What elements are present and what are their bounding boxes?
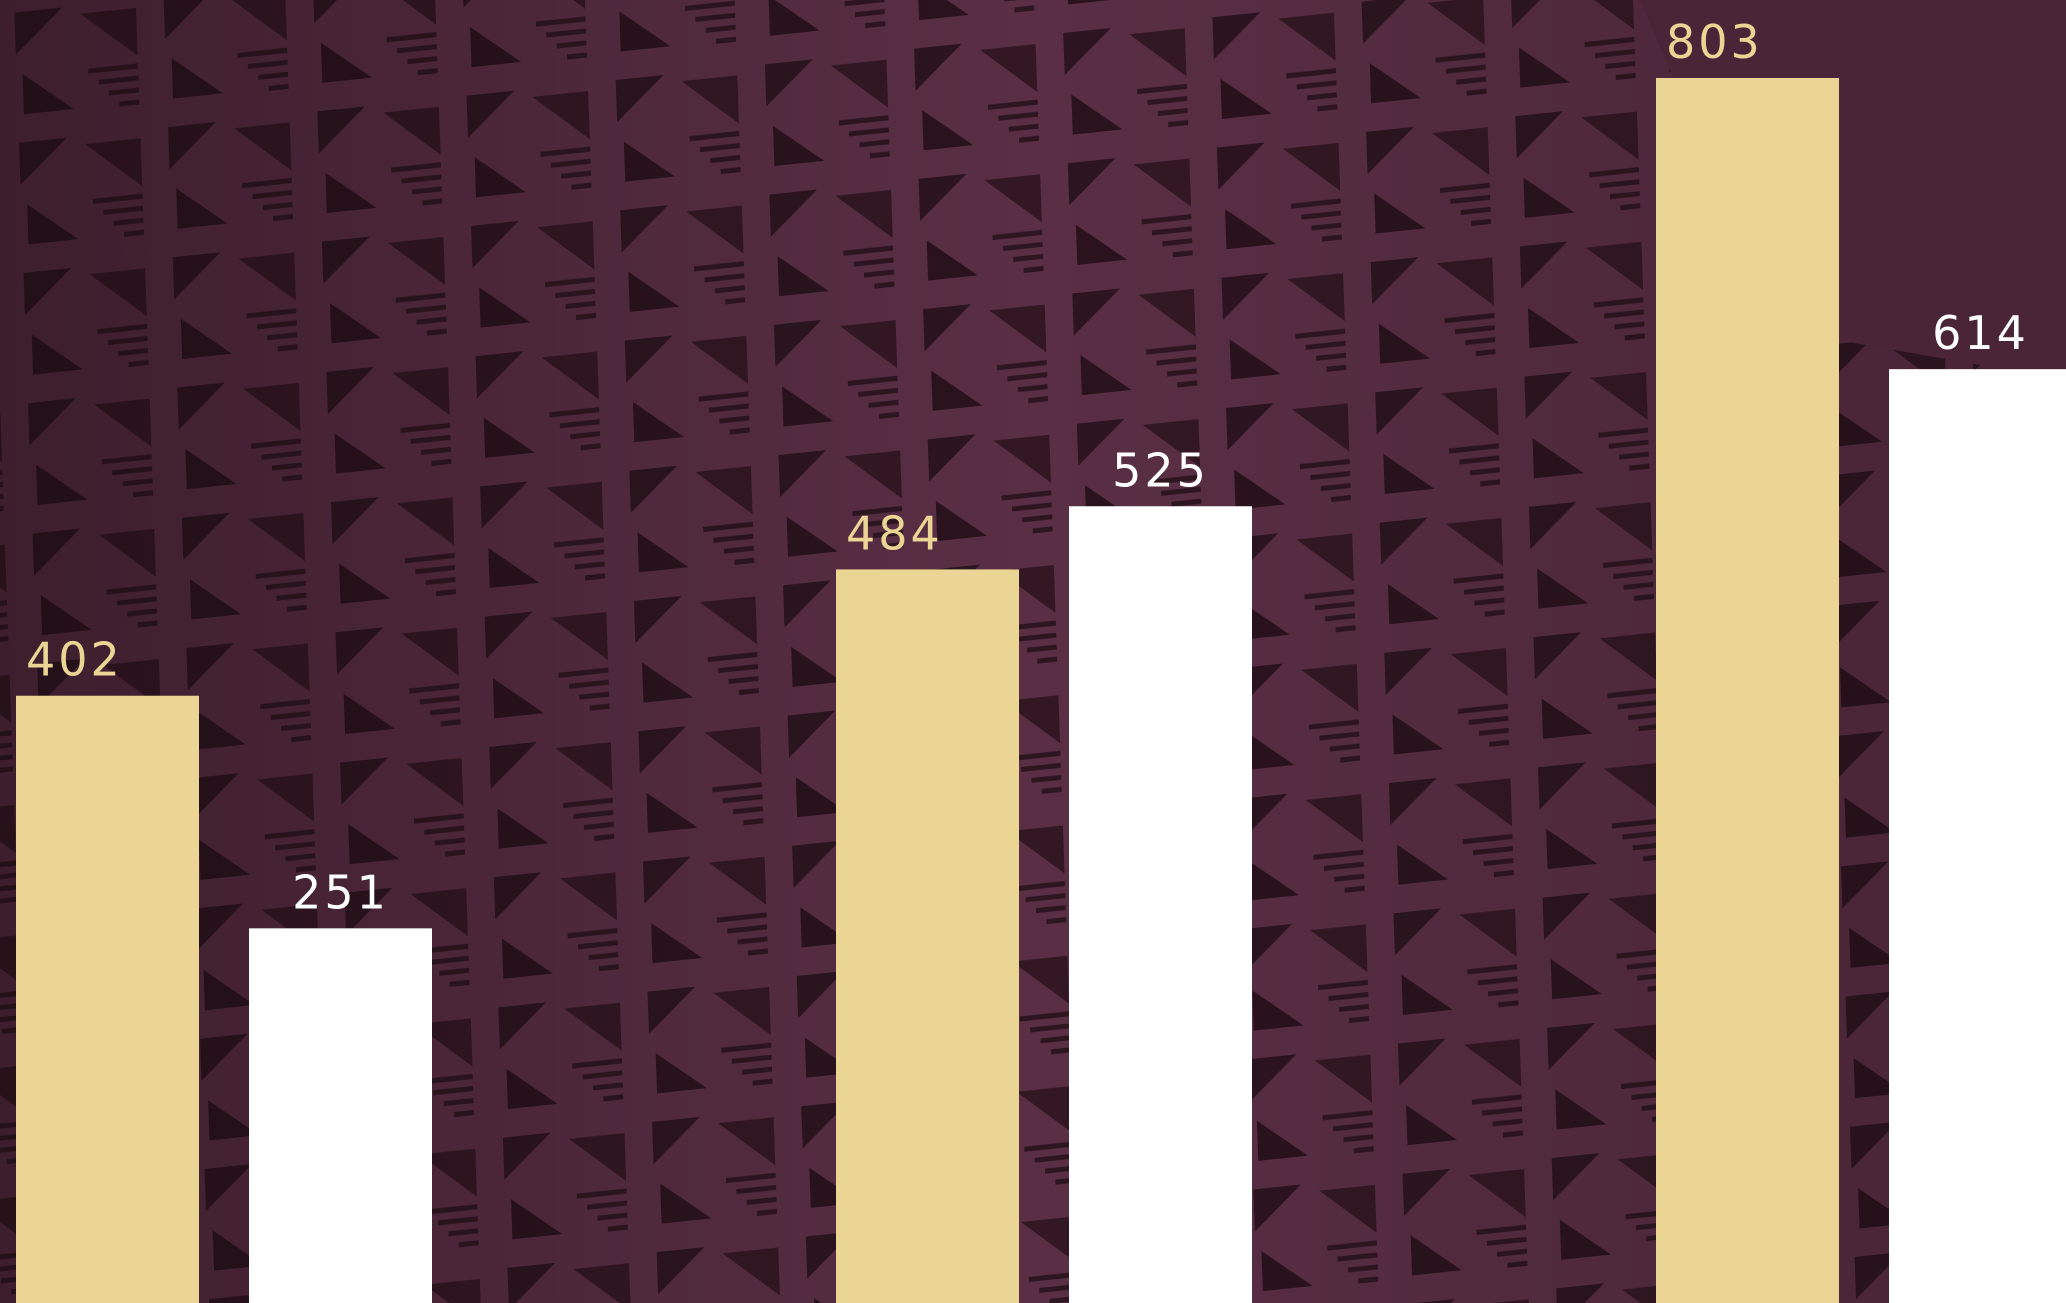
value-label: 803: [1666, 15, 1763, 69]
bar: [1889, 369, 2066, 1303]
value-label: 251: [292, 865, 389, 919]
bar: [1656, 78, 1839, 1303]
value-label: 402: [26, 633, 123, 687]
value-label: 614: [1932, 306, 2029, 360]
bar: [16, 695, 199, 1303]
value-label: 525: [1112, 443, 1209, 497]
bar: [1069, 506, 1252, 1303]
bar: [836, 569, 1019, 1303]
value-label: 484: [846, 506, 943, 560]
bar: [249, 928, 432, 1303]
